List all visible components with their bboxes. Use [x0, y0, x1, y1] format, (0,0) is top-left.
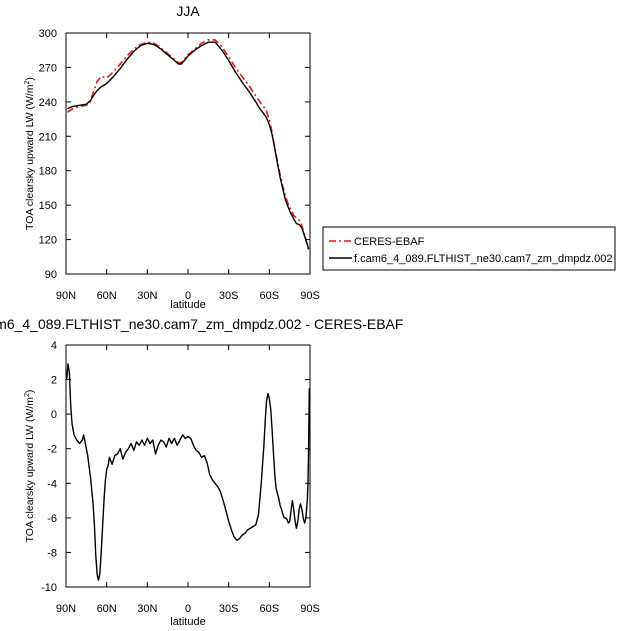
- bottom-y-tick-label: -2: [47, 444, 57, 456]
- bottom-y-axis-label: TOA clearsky upward LW (W/m2): [24, 390, 36, 543]
- top-panel: JJA 90N 60N 30N 0 30S 60S 90S 90 120 150 180 210 240…: [24, 3, 616, 311]
- top-title: JJA: [176, 3, 200, 19]
- top-y-tick-label: 270: [39, 62, 57, 74]
- top-y-axis-label: TOA clearsky upward LW (W/m2): [24, 77, 36, 230]
- legend: CERES-EBAF f.cam6_4_089.FLTHIST_ne30.cam…: [322, 226, 616, 271]
- bottom-y-tick-label: -10: [41, 582, 57, 594]
- bottom-y-tick-label: 0: [51, 409, 57, 421]
- bottom-x-tick-label: 30N: [137, 603, 157, 615]
- bottom-y-tick-label: 2: [51, 375, 57, 387]
- bottom-series-line-0: [66, 363, 310, 581]
- bottom-x-tick-label: 0: [185, 603, 191, 615]
- legend-box: [322, 226, 616, 271]
- top-series-line-0: [66, 39, 310, 251]
- top-x-tick-label: 30S: [219, 290, 239, 302]
- top-series-group: [66, 39, 310, 251]
- top-y-tick-label: 120: [39, 235, 57, 247]
- bottom-y-tick-label: 4: [51, 340, 57, 352]
- top-y-tick-label: 300: [39, 28, 57, 40]
- bottom-y-tick-label: -6: [47, 513, 57, 525]
- bottom-panel: f.cam6_4_089.FLTHIST_ne30.cam7_zm_dmpdz.…: [0, 316, 403, 628]
- top-y-tick-label: 180: [39, 166, 57, 178]
- top-y-tick-label: 150: [39, 200, 57, 212]
- bottom-series-group: [66, 363, 310, 581]
- top-x-axis-label: latitude: [170, 299, 205, 311]
- bottom-x-tick-label: 90N: [56, 603, 76, 615]
- top-series-line-1: [67, 41, 310, 249]
- top-x-tick-label: 90S: [300, 290, 320, 302]
- bottom-x-tick-label: 90S: [300, 603, 320, 615]
- top-x-tick-label: 0: [185, 290, 191, 302]
- top-axes: 90N 60N 30N 0 30S 60S 90S 90 120 150 180 210 240 270 3…: [39, 28, 320, 302]
- bottom-axes: 90N 60N 30N 0 30S 60S 90S -10 -8 -6 -4 -2 0 2 4: [41, 340, 320, 615]
- top-y-tick-label: 240: [39, 97, 57, 109]
- bottom-x-axis-label: latitude: [170, 616, 205, 628]
- bottom-y-tick-label: -4: [47, 478, 57, 490]
- legend-label-ceres: CERES-EBAF: [354, 236, 425, 248]
- bottom-x-tick-label: 60N: [97, 603, 117, 615]
- bottom-title: f.cam6_4_089.FLTHIST_ne30.cam7_zm_dmpdz.…: [0, 316, 403, 332]
- top-y-tick-label: 210: [39, 131, 57, 143]
- bottom-y-tick-label: -8: [47, 547, 57, 559]
- legend-label-model: f.cam6_4_089.FLTHIST_ne30.cam7_zm_dmpdz.…: [354, 253, 612, 265]
- bottom-plot-frame: [65, 344, 311, 588]
- top-x-tick-label: 60S: [260, 290, 280, 302]
- top-plot-frame: [65, 32, 311, 275]
- top-x-tick-label: 60N: [97, 290, 117, 302]
- top-y-tick-label: 90: [45, 269, 57, 281]
- bottom-x-tick-label: 60S: [260, 603, 280, 615]
- bottom-x-tick-label: 30S: [219, 603, 239, 615]
- top-x-tick-label: 90N: [56, 290, 76, 302]
- top-x-tick-label: 30N: [137, 290, 157, 302]
